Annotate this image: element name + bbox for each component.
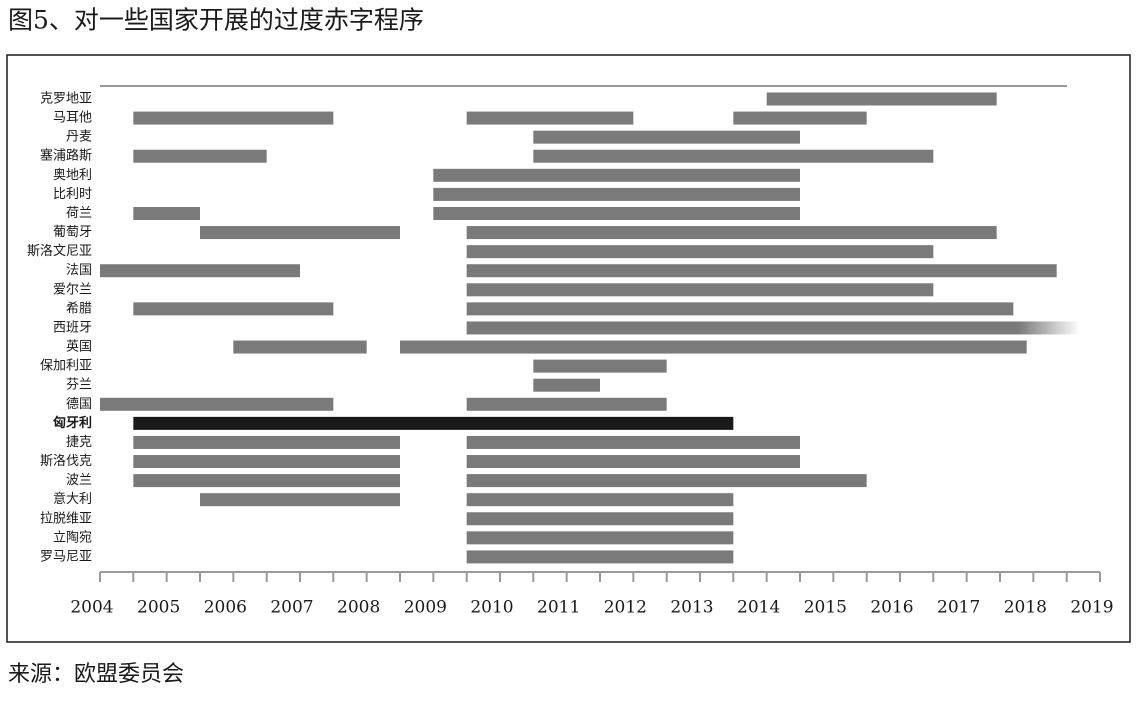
x-tick-label: 2014 bbox=[737, 598, 780, 618]
category-label: 英国 bbox=[66, 340, 92, 355]
deficit-bar bbox=[466, 111, 634, 125]
deficit-bar bbox=[133, 149, 267, 163]
category-label: 波兰 bbox=[66, 473, 92, 488]
category-label: 奥地利 bbox=[53, 168, 92, 183]
category-label: 斯洛伐克 bbox=[40, 454, 92, 469]
category-label: 西班牙 bbox=[53, 320, 92, 335]
category-label: 荷兰 bbox=[66, 206, 92, 221]
deficit-bar bbox=[200, 493, 400, 507]
deficit-bar bbox=[533, 359, 667, 373]
deficit-bar bbox=[466, 245, 934, 259]
category-label: 捷克 bbox=[66, 435, 92, 450]
category-label: 比利时 bbox=[53, 187, 92, 202]
deficit-bar bbox=[133, 302, 334, 316]
deficit-bar bbox=[466, 321, 1081, 335]
deficit-bar bbox=[533, 378, 600, 392]
deficit-bar bbox=[466, 512, 734, 526]
category-label: 葡萄牙 bbox=[53, 225, 92, 240]
deficit-bar bbox=[133, 416, 734, 430]
deficit-bar bbox=[466, 474, 867, 488]
category-label: 芬兰 bbox=[66, 378, 92, 393]
x-tick-label: 2009 bbox=[404, 598, 447, 618]
category-label: 爱尔兰 bbox=[53, 282, 92, 297]
category-label: 保加利亚 bbox=[40, 359, 92, 374]
category-label: 立陶宛 bbox=[53, 529, 92, 545]
source: 来源：欧盟委员会 bbox=[8, 662, 184, 687]
category-label: 克罗地亚 bbox=[40, 92, 92, 107]
deficit-bar bbox=[433, 206, 800, 220]
x-tick-label: 2012 bbox=[604, 598, 647, 618]
x-tick-label: 2005 bbox=[137, 598, 180, 618]
category-label: 法国 bbox=[66, 263, 92, 278]
deficit-bar bbox=[466, 397, 667, 411]
category-label: 希腊 bbox=[66, 301, 92, 316]
deficit-bar bbox=[133, 111, 334, 125]
category-label: 德国 bbox=[66, 397, 92, 412]
x-tick-label: 2013 bbox=[670, 598, 713, 618]
x-tick-label: 2011 bbox=[537, 598, 580, 618]
deficit-bar bbox=[133, 455, 401, 469]
x-tick-label: 2008 bbox=[337, 598, 380, 618]
deficit-bar bbox=[400, 340, 1027, 354]
deficit-bar bbox=[766, 92, 997, 106]
deficit-bar bbox=[233, 340, 367, 354]
deficit-bar bbox=[466, 493, 734, 507]
x-tick-label: 2004 bbox=[70, 598, 113, 618]
category-label: 丹麦 bbox=[66, 130, 92, 145]
x-tick-label: 2010 bbox=[470, 598, 513, 618]
deficit-bar bbox=[466, 455, 800, 469]
deficit-bar bbox=[533, 149, 934, 163]
deficit-bar bbox=[466, 302, 1014, 316]
category-label: 马耳他 bbox=[53, 111, 92, 126]
deficit-bar bbox=[466, 226, 997, 240]
category-label: 拉脱维亚 bbox=[40, 511, 92, 526]
deficit-bar bbox=[200, 226, 400, 240]
deficit-bar bbox=[133, 435, 401, 449]
x-tick-label: 2007 bbox=[270, 598, 313, 618]
deficit-bar bbox=[466, 283, 934, 297]
deficit-bar bbox=[433, 168, 800, 182]
deficit-bar bbox=[466, 531, 734, 545]
deficit-bar bbox=[466, 264, 1057, 278]
category-label: 斯洛文尼亚 bbox=[27, 244, 92, 259]
deficit-bar bbox=[100, 264, 300, 278]
x-tick-label: 2017 bbox=[937, 598, 980, 618]
frame bbox=[6, 54, 1131, 643]
chart-title: 图5、对一些国家开展的过度赤字程序 bbox=[8, 6, 424, 35]
category-label: 匈牙利 bbox=[53, 415, 92, 431]
x-tick-label: 2006 bbox=[204, 598, 247, 618]
x-tick-label: 2018 bbox=[1004, 598, 1047, 618]
deficit-bar bbox=[433, 187, 800, 201]
deficit-bar bbox=[133, 474, 401, 488]
x-tick-label: 2019 bbox=[1070, 598, 1113, 618]
x-tick-label: 2016 bbox=[870, 598, 913, 618]
deficit-bar bbox=[466, 550, 734, 564]
deficit-bar bbox=[466, 435, 800, 449]
deficit-bar bbox=[100, 397, 334, 411]
category-label: 意大利 bbox=[53, 491, 92, 507]
category-label: 罗马尼亚 bbox=[40, 549, 92, 564]
x-tick-label: 2015 bbox=[804, 598, 847, 618]
deficit-bar bbox=[133, 206, 200, 220]
category-label: 塞浦路斯 bbox=[40, 148, 92, 164]
deficit-bar bbox=[733, 111, 867, 125]
deficit-bar bbox=[533, 130, 800, 144]
